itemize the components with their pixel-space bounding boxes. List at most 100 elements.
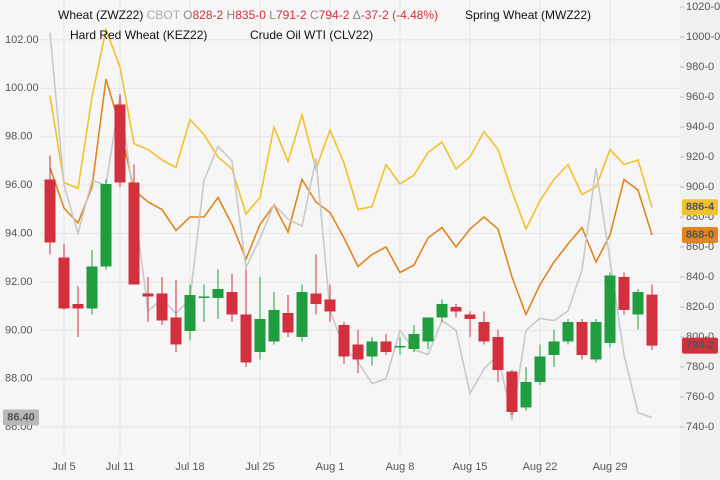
legend-header: Wheat (ZWZ22) CBOT O828-2 H835-0 L791-2 … bbox=[58, 8, 438, 22]
candle-body bbox=[226, 291, 238, 315]
y2-tick-label: 900-0 bbox=[686, 181, 714, 193]
candle-body bbox=[128, 182, 140, 285]
price-tag-label: 886-4 bbox=[686, 201, 715, 213]
candle-body bbox=[296, 291, 308, 337]
candle-body bbox=[72, 303, 84, 309]
candle-body bbox=[632, 291, 644, 315]
candle-body bbox=[198, 296, 210, 298]
candle-body bbox=[464, 314, 476, 319]
x-tick-label: Jul 5 bbox=[52, 461, 75, 473]
candle-body bbox=[576, 321, 588, 355]
candle-body bbox=[422, 317, 434, 342]
exchange: CBOT bbox=[147, 8, 181, 22]
ohlc-key: C bbox=[310, 8, 319, 22]
candle-body bbox=[156, 293, 168, 321]
ohlc-key: O bbox=[183, 8, 192, 22]
price-tag-label: 794-2 bbox=[686, 340, 714, 352]
candle-body bbox=[646, 294, 658, 346]
candle-body bbox=[450, 306, 462, 312]
ohlc-key: H bbox=[227, 8, 236, 22]
y2-tick-label: 940-0 bbox=[686, 121, 714, 133]
y2-tick-label: 960-0 bbox=[686, 91, 714, 103]
candle-body bbox=[590, 321, 602, 360]
ohlc-key: L bbox=[269, 8, 276, 22]
candle-body bbox=[58, 257, 70, 309]
x-tick-label: Aug 1 bbox=[316, 461, 345, 473]
series-line bbox=[49, 78, 653, 317]
price-tag bbox=[682, 199, 718, 216]
x-tick-label: Jul 25 bbox=[245, 461, 274, 473]
candle-body bbox=[520, 381, 532, 408]
price-tag bbox=[682, 337, 718, 354]
candle-body bbox=[436, 303, 448, 318]
y2-tick-label: 1020-0 bbox=[686, 1, 720, 13]
y2-tick-label: 980-0 bbox=[686, 61, 714, 73]
legend-entry: Spring Wheat (MWZ22) bbox=[465, 8, 591, 22]
candle-body bbox=[506, 371, 518, 412]
legend-entry: Crude Oil WTI (CLV22) bbox=[250, 28, 373, 42]
candle-body bbox=[268, 309, 280, 342]
ohlc-value: 791-2 bbox=[276, 8, 307, 22]
ohlc-value: 828-2 bbox=[193, 8, 224, 22]
price-tag-label: 868-0 bbox=[686, 229, 714, 241]
labels: 86.0088.0090.0092.0094.0096.0098.00100.0… bbox=[3, 1, 720, 473]
instrument-name: Wheat (ZWZ22) bbox=[58, 8, 143, 22]
y-tick-label: 92.00 bbox=[5, 276, 33, 288]
ohlc-key: Δ bbox=[353, 8, 361, 22]
price-tag-label: 86.40 bbox=[7, 411, 35, 423]
y-tick-label: 98.00 bbox=[5, 131, 33, 143]
y2-tick-label: 840-0 bbox=[686, 271, 714, 283]
candle-body bbox=[44, 179, 56, 243]
y-tick-label: 94.00 bbox=[5, 227, 33, 239]
ohlc-value: 794-2 bbox=[319, 8, 350, 22]
candle-body bbox=[282, 312, 294, 333]
candle-body bbox=[366, 341, 378, 357]
ohlc-value: -37-2 (-4.48%) bbox=[361, 8, 438, 22]
candle-body bbox=[212, 288, 224, 298]
candle-body bbox=[86, 266, 98, 309]
x-tick-label: Aug 29 bbox=[593, 461, 628, 473]
candle-body bbox=[534, 356, 546, 382]
candle-body bbox=[240, 314, 252, 363]
x-tick-label: Aug 15 bbox=[453, 461, 488, 473]
legend-entry: Hard Red Wheat (KEZ22) bbox=[70, 28, 207, 42]
y2-tick-label: 760-0 bbox=[686, 391, 714, 403]
candle-body bbox=[478, 321, 490, 342]
series-line bbox=[49, 32, 653, 421]
y-tick-label: 102.00 bbox=[5, 34, 39, 46]
y-tick-label: 88.00 bbox=[5, 373, 33, 385]
y-tick-label: 96.00 bbox=[5, 179, 33, 191]
x-tick-label: Jul 18 bbox=[175, 461, 204, 473]
y2-tick-label: 860-0 bbox=[686, 241, 714, 253]
y2-tick-label: 780-0 bbox=[686, 361, 714, 373]
candle-body bbox=[548, 341, 560, 355]
price-tag bbox=[3, 409, 39, 426]
marks bbox=[44, 26, 658, 421]
candle-body bbox=[394, 345, 406, 348]
candle-body bbox=[170, 317, 182, 345]
y2-tick-label: 1000-0 bbox=[686, 31, 720, 43]
y-tick-label: 100.00 bbox=[5, 82, 39, 94]
x-tick-label: Aug 8 bbox=[386, 461, 415, 473]
candle-body bbox=[310, 293, 322, 304]
x-tick-label: Jul 11 bbox=[106, 461, 135, 473]
y2-tick-label: 740-0 bbox=[686, 421, 714, 433]
candle-body bbox=[114, 104, 126, 183]
candle-body bbox=[562, 321, 574, 342]
series-line bbox=[49, 26, 653, 232]
candle-body bbox=[492, 336, 504, 370]
price-tag bbox=[682, 226, 718, 243]
candle-body bbox=[380, 341, 392, 352]
x-tick-label: Aug 22 bbox=[523, 461, 558, 473]
candle-body bbox=[604, 275, 616, 343]
candle-body bbox=[408, 333, 420, 349]
candle-body bbox=[352, 344, 364, 360]
candle-body bbox=[142, 293, 154, 297]
candle-body bbox=[254, 318, 266, 352]
y2-tick-label: 920-0 bbox=[686, 151, 714, 163]
y2-tick-label: 820-0 bbox=[686, 301, 714, 313]
candle-body bbox=[324, 299, 336, 312]
ohlc-value: 835-0 bbox=[235, 8, 266, 22]
